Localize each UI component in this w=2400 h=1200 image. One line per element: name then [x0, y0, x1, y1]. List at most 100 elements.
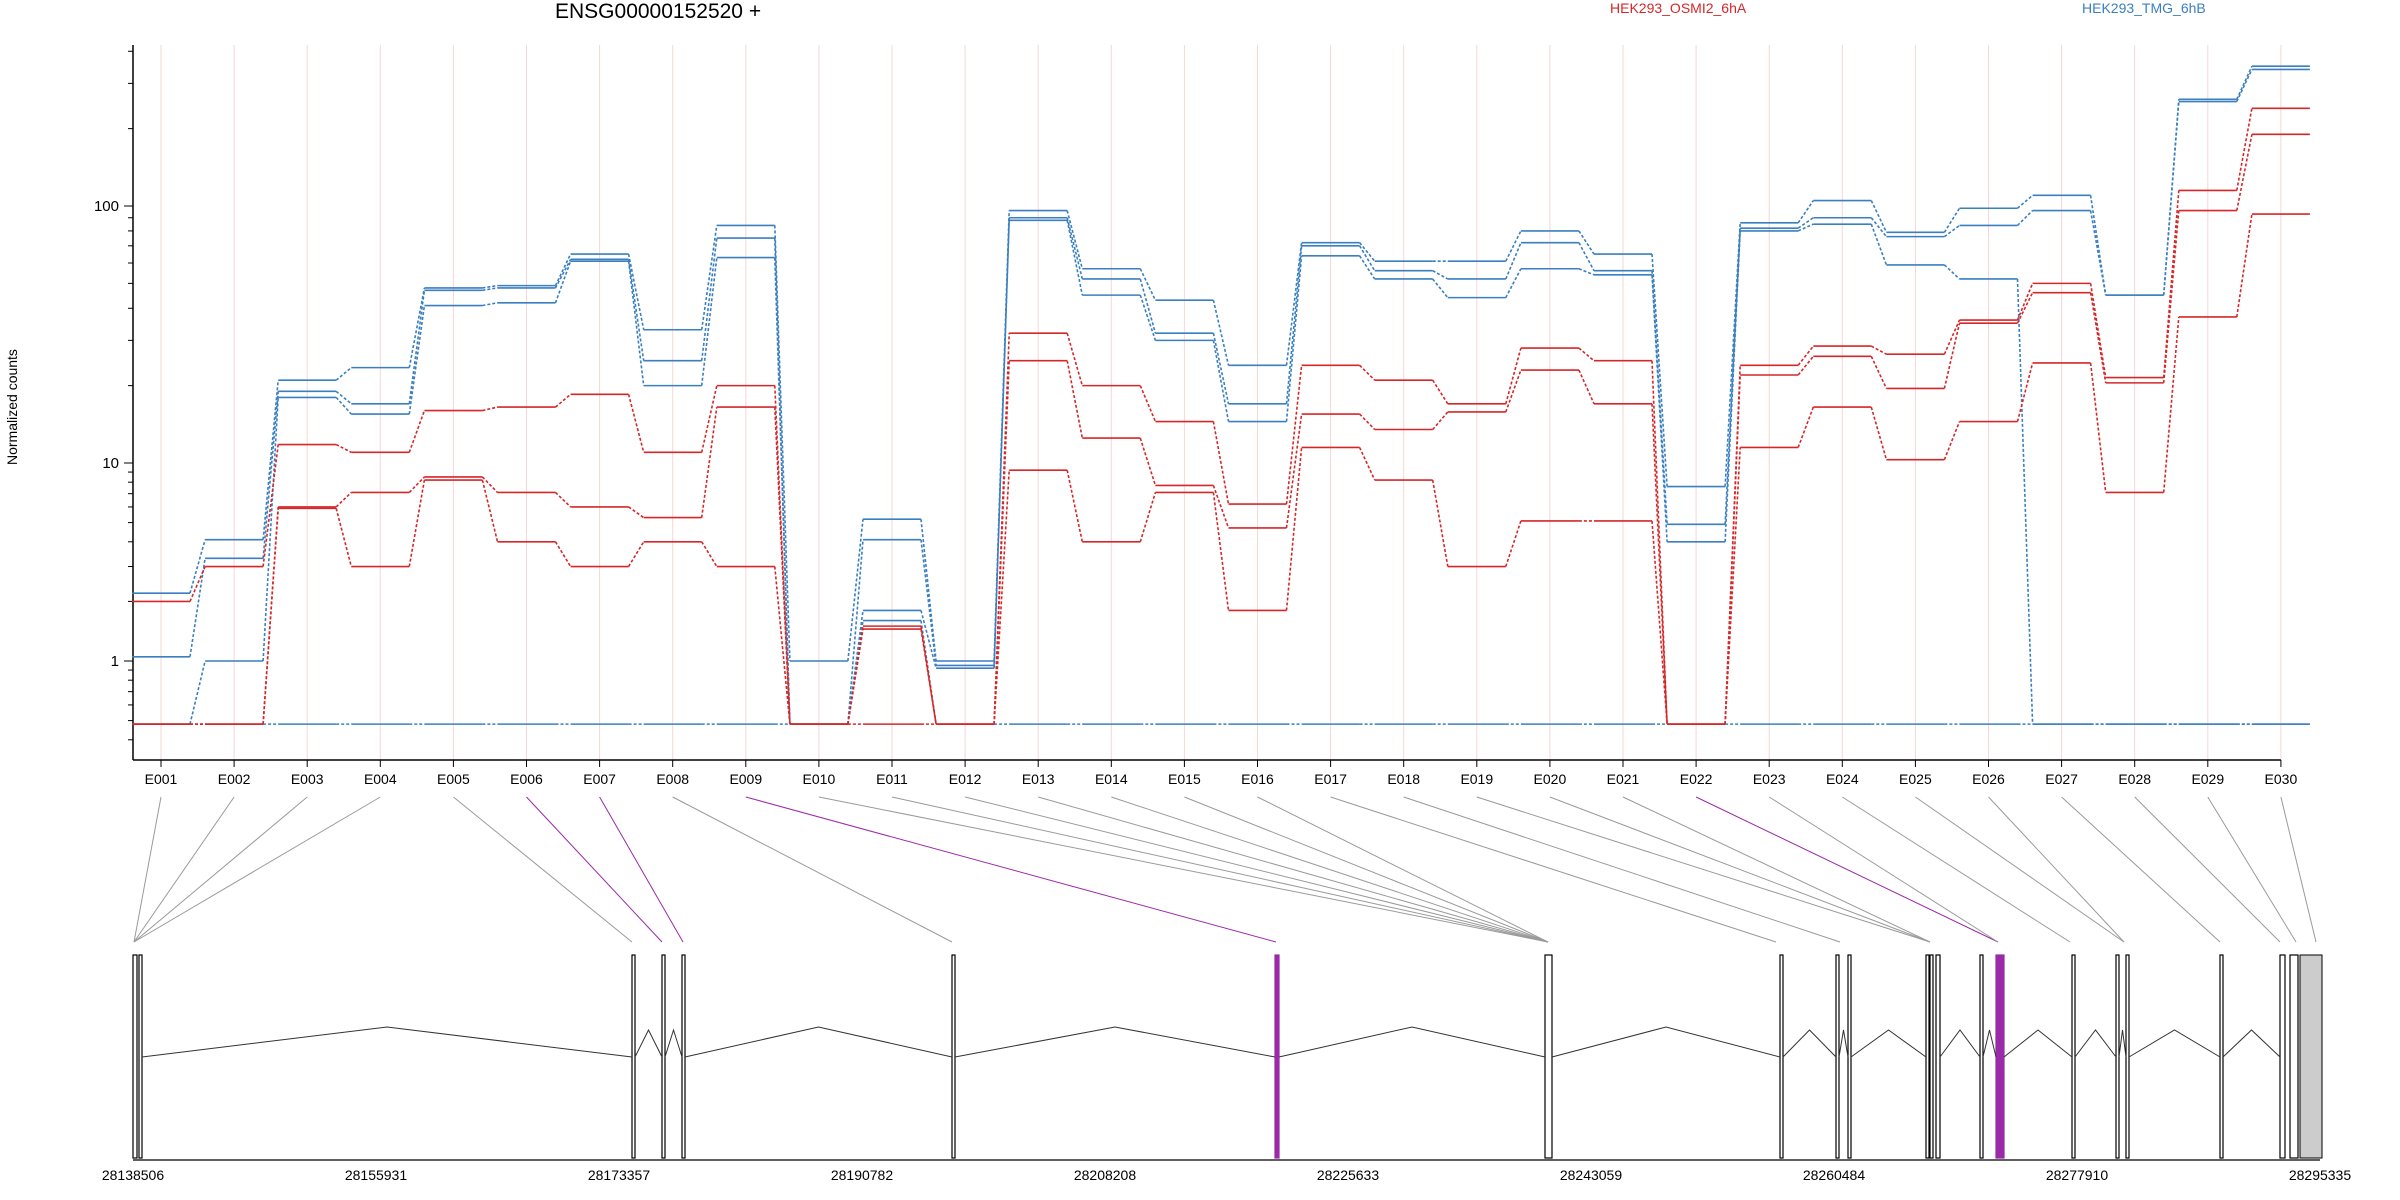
- segment-E004: [408, 479, 426, 567]
- segment-E025: [1943, 224, 1960, 238]
- x-tick-label-E016: E016: [1241, 771, 1274, 787]
- intron-14: [1982, 1029, 1997, 1058]
- connector-E029: [2207, 796, 2297, 943]
- x-tick-label-E006: E006: [510, 771, 543, 787]
- segment-E026: [2016, 283, 2034, 321]
- intron-18: [2128, 1029, 2221, 1058]
- segment-E006: [554, 253, 572, 286]
- segment-E025: [1943, 264, 1961, 280]
- connector-E027: [2061, 796, 2221, 943]
- segment-E022: [1724, 447, 1741, 725]
- utr-block: [2299, 954, 2323, 1159]
- exon-block-20: [2279, 954, 2286, 1159]
- exon-block-3: [661, 954, 666, 1159]
- y-tick-label-100: 100: [94, 198, 119, 215]
- segment-E005: [481, 479, 499, 542]
- segment-E025: [1943, 421, 1961, 460]
- segment-E013: [1066, 220, 1084, 296]
- connector-E014: [1111, 796, 1549, 943]
- exon-block-0: [132, 954, 138, 1159]
- exon-block-17: [2115, 954, 2120, 1159]
- segment-E028: [2162, 316, 2180, 493]
- segment-E022: [1724, 230, 1741, 542]
- genomic-tick-label-28208208: 28208208: [1074, 1167, 1137, 1183]
- exon-block-8: [1779, 954, 1784, 1159]
- segment-E016: [1285, 245, 1303, 404]
- segment-E021: [1651, 254, 1668, 487]
- segment-E027: [2089, 283, 2107, 378]
- segment-E009: [774, 407, 791, 725]
- connector-E010: [818, 796, 1549, 943]
- x-tick-label-E030: E030: [2265, 771, 2298, 787]
- exon-block-19: [2219, 954, 2224, 1159]
- segment-E003: [335, 396, 352, 415]
- segment-E024: [1870, 200, 1888, 233]
- segment-E024: [1870, 223, 1888, 266]
- chart-title: ENSG00000152520 +: [555, 0, 762, 23]
- connector-E016: [1257, 796, 1549, 943]
- exon-block-21: [2289, 954, 2299, 1159]
- x-tick-label-E026: E026: [1972, 771, 2005, 787]
- segment-E021: [1651, 403, 1668, 725]
- segment-E017: [1358, 447, 1376, 481]
- segment-E008: [700, 257, 718, 386]
- segment-E010: [847, 519, 864, 662]
- segment-E015: [1212, 340, 1230, 422]
- segment-E025: [1943, 322, 1961, 389]
- segment-E006: [554, 541, 572, 567]
- x-tick-label-E002: E002: [218, 771, 251, 787]
- segment-E014: [1139, 268, 1157, 301]
- segment-E026: [2016, 209, 2034, 227]
- segment-E018: [1432, 278, 1449, 299]
- series-6: [132, 213, 2310, 725]
- segment-E005: [482, 284, 498, 289]
- x-tick-label-E015: E015: [1168, 771, 1201, 787]
- exon-block-15: [1995, 954, 2005, 1159]
- series-2: [132, 219, 2310, 725]
- segment-E004: [408, 410, 426, 453]
- segment-E008: [700, 406, 718, 518]
- segment-E003: [335, 367, 352, 381]
- segment-E019: [1505, 242, 1522, 280]
- intron-8: [1782, 1029, 1837, 1058]
- intron-17: [2118, 1029, 2127, 1058]
- x-tick-label-E014: E014: [1095, 771, 1128, 787]
- x-tick-label-E009: E009: [729, 771, 762, 787]
- x-tick-label-E021: E021: [1607, 771, 1640, 787]
- connector-E005: [453, 796, 633, 943]
- x-tick-label-E020: E020: [1534, 771, 1567, 787]
- segment-E012: [993, 470, 1010, 725]
- segment-E014: [1139, 492, 1157, 543]
- segment-E027: [2089, 362, 2107, 493]
- connector-E004: [133, 796, 381, 943]
- segment-E027: [2089, 292, 2107, 384]
- segment-E007: [627, 253, 645, 330]
- segment-E014: [1139, 437, 1157, 486]
- connector-E022: [1695, 796, 1999, 943]
- x-tick-label-E007: E007: [583, 771, 616, 787]
- segment-E001: [189, 566, 206, 602]
- connector-E019: [1476, 796, 1931, 943]
- connector-E015: [1184, 796, 1549, 943]
- segment-E014: [1139, 294, 1157, 341]
- segment-E016: [1285, 447, 1303, 611]
- segment-E016: [1285, 365, 1303, 505]
- exon-block-10: [1847, 954, 1852, 1159]
- segment-E019: [1505, 268, 1522, 299]
- connector-E009: [745, 796, 1277, 943]
- segment-E028: [2162, 210, 2180, 383]
- segment-E018: [1432, 270, 1449, 280]
- segment-E012: [993, 360, 1010, 725]
- connector-E030: [2280, 796, 2317, 943]
- exon-block-14: [1979, 954, 1984, 1159]
- segment-E020: [1578, 242, 1595, 272]
- legend-entry-osmi2: HEK293_OSMI2_6hA: [1610, 0, 1747, 16]
- segment-E023: [1797, 345, 1814, 366]
- connector-E018: [1403, 796, 1841, 943]
- connector-E020: [1549, 796, 1931, 943]
- segment-E005: [482, 302, 498, 307]
- segment-E003: [335, 491, 352, 508]
- segment-E001: [189, 558, 206, 657]
- series-5: [132, 133, 2310, 725]
- connector-E011: [891, 796, 1549, 943]
